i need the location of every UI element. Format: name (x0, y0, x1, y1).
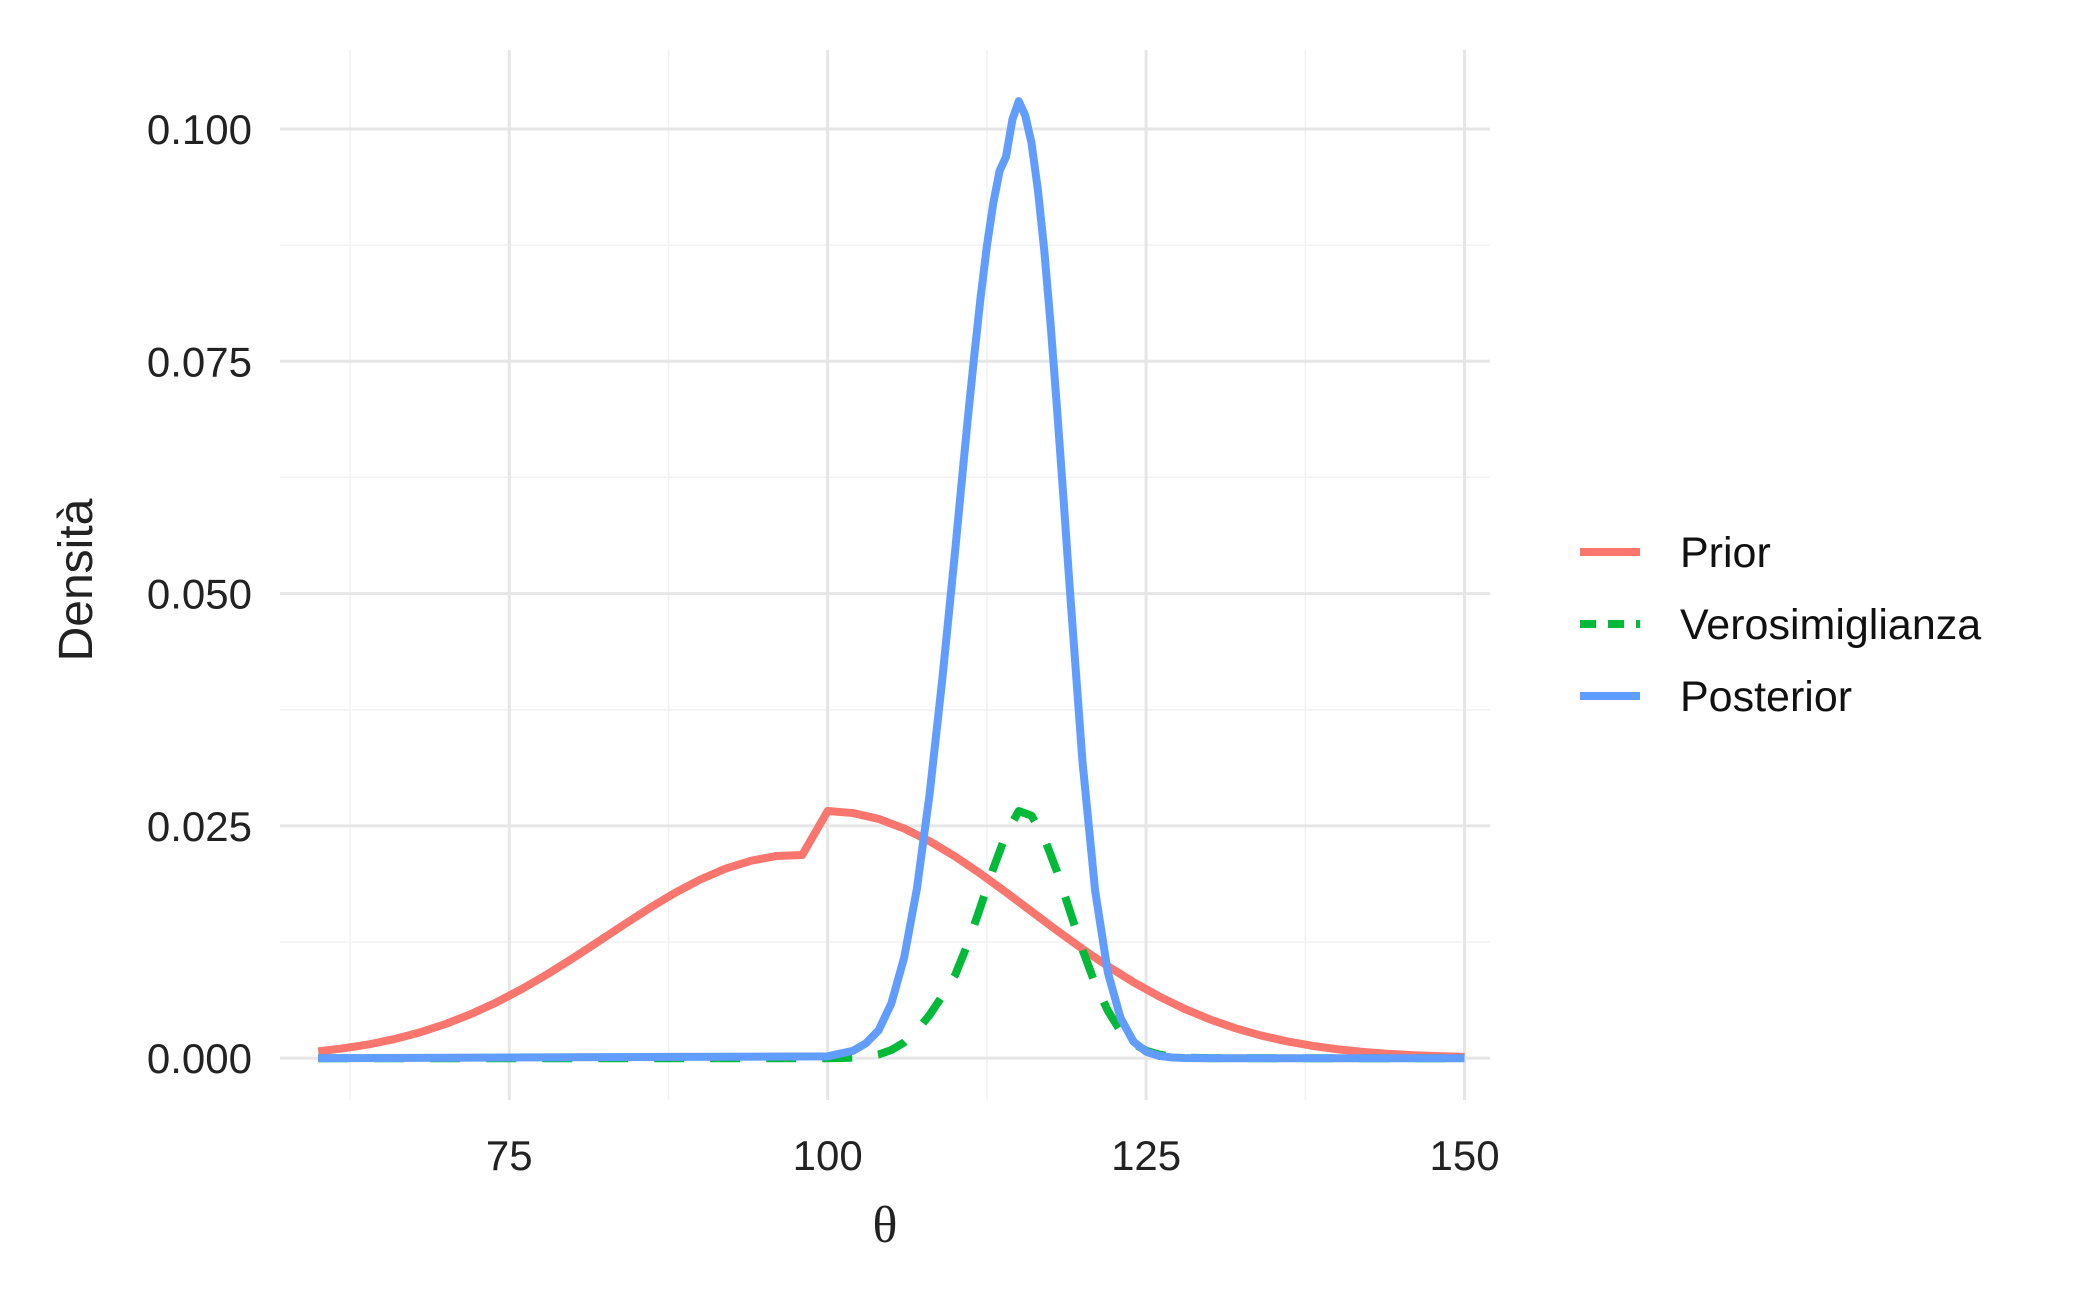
y-tick-label-0: 0.000 (147, 1035, 252, 1082)
y-tick-label-1: 0.025 (147, 803, 252, 850)
minor-gridlines (280, 50, 1490, 1100)
x-tick-label-0: 75 (486, 1132, 533, 1179)
legend-label-verosimiglianza: Verosimiglianza (1680, 601, 1981, 649)
legend-label-prior: Prior (1680, 529, 1771, 577)
y-tick-label-4: 0.100 (147, 106, 252, 153)
series-layer (317, 97, 1465, 1063)
series-line-prior (317, 807, 1465, 1061)
x-tick-label-2: 125 (1111, 1132, 1181, 1179)
y-tick-label-3: 0.075 (147, 338, 252, 385)
legend: Prior Verosimiglianza Posterior (1580, 529, 1981, 721)
x-tick-labels: 75 100 125 150 (486, 1132, 1500, 1179)
x-tick-label-3: 150 (1429, 1132, 1499, 1179)
y-tick-labels: 0.000 0.025 0.050 0.075 0.100 (147, 106, 252, 1082)
x-axis-title: θ (873, 1197, 898, 1254)
x-tick-label-1: 100 (793, 1132, 863, 1179)
series-line-posterior (318, 97, 1465, 1063)
y-axis-title: Densità (50, 498, 103, 661)
legend-label-posterior: Posterior (1680, 673, 1852, 721)
series-line-verosimiglianza (318, 807, 1465, 1063)
y-tick-label-2: 0.050 (147, 571, 252, 618)
